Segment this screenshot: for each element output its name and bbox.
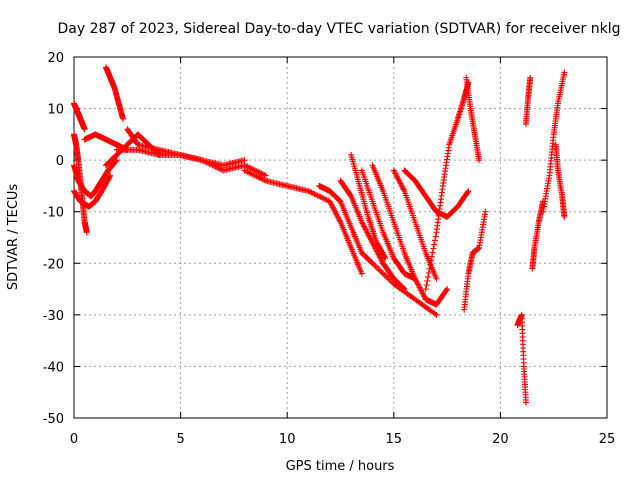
data-point <box>561 69 568 76</box>
y-tick-label: -10 <box>43 206 64 221</box>
data-point <box>476 157 483 164</box>
y-tick-label: -40 <box>43 360 64 375</box>
data-point <box>464 189 471 196</box>
data-point <box>83 229 90 236</box>
data-point <box>425 273 432 280</box>
data-point <box>120 115 127 122</box>
data-point <box>428 257 435 264</box>
series-arc-12 <box>337 177 408 293</box>
y-tick-label: -20 <box>43 257 64 272</box>
plot-frame <box>73 56 608 419</box>
y-tick-label: 10 <box>47 103 64 118</box>
data-point <box>522 399 529 406</box>
y-tick-label: 0 <box>56 154 64 169</box>
series-arc-25 <box>552 141 568 220</box>
data-point <box>465 188 472 195</box>
series-arc-14 <box>358 167 419 282</box>
data-point <box>431 237 438 244</box>
series-arc-10 <box>241 167 365 277</box>
data-point <box>429 249 436 256</box>
series-arc-22 <box>522 74 534 128</box>
x-tick-label: 0 <box>70 432 78 447</box>
y-axis-label: SDTVAR / TECUs <box>6 184 21 291</box>
axis-ticks: 0 5 10 15 20 25 20 10 0 -10 -20 -30 -40 -50 <box>43 51 616 447</box>
series-arc-24 <box>540 69 568 215</box>
data-points <box>71 64 568 406</box>
data-point <box>428 253 435 260</box>
y-tick-label: -50 <box>43 412 64 427</box>
data-point <box>431 241 438 248</box>
chart-title: Day 287 of 2023, Sidereal Day-to-day VTE… <box>58 21 621 37</box>
series-arc-9 <box>124 126 248 169</box>
x-tick-label: 25 <box>599 432 616 447</box>
series-arc-1 <box>71 100 88 133</box>
x-tick-label: 5 <box>176 432 184 447</box>
series-arc-20 <box>463 74 483 164</box>
series-arc-16 <box>390 167 440 282</box>
data-point <box>241 157 248 164</box>
data-point <box>444 286 451 293</box>
data-point <box>443 287 450 294</box>
data-point <box>358 270 365 277</box>
data-point <box>423 282 430 289</box>
data-point <box>527 74 534 81</box>
y-tick-label: 20 <box>47 51 64 66</box>
y-tick-label: -30 <box>43 309 64 324</box>
data-point <box>107 172 114 179</box>
x-tick-label: 15 <box>386 432 403 447</box>
data-point <box>482 208 489 215</box>
data-point <box>81 126 88 133</box>
series-arc-13 <box>348 151 389 262</box>
data-point <box>432 233 439 240</box>
series-arc-4 <box>71 172 114 210</box>
series-arc-6 <box>102 64 127 122</box>
data-point <box>426 265 433 272</box>
data-point <box>262 172 269 179</box>
grid-lines <box>74 57 607 418</box>
data-point <box>422 286 429 293</box>
data-point <box>430 245 437 252</box>
data-point <box>433 275 440 282</box>
data-point <box>424 277 431 284</box>
series-arc-21 <box>514 311 529 406</box>
data-point <box>106 173 113 180</box>
series-arc-15 <box>369 162 451 308</box>
data-point <box>401 286 408 293</box>
x-tick-label: 20 <box>492 432 509 447</box>
data-point <box>427 261 434 268</box>
data-point <box>400 285 407 292</box>
data-point <box>382 255 389 262</box>
series-arc-19 <box>461 208 489 313</box>
data-point <box>433 311 440 318</box>
series-arc-3 <box>71 157 120 200</box>
data-point <box>561 213 568 220</box>
x-axis-label: GPS time / hours <box>286 459 395 474</box>
data-point <box>381 254 388 261</box>
data-point <box>425 269 432 276</box>
series-arc-17 <box>401 167 472 220</box>
x-tick-label: 10 <box>279 432 296 447</box>
